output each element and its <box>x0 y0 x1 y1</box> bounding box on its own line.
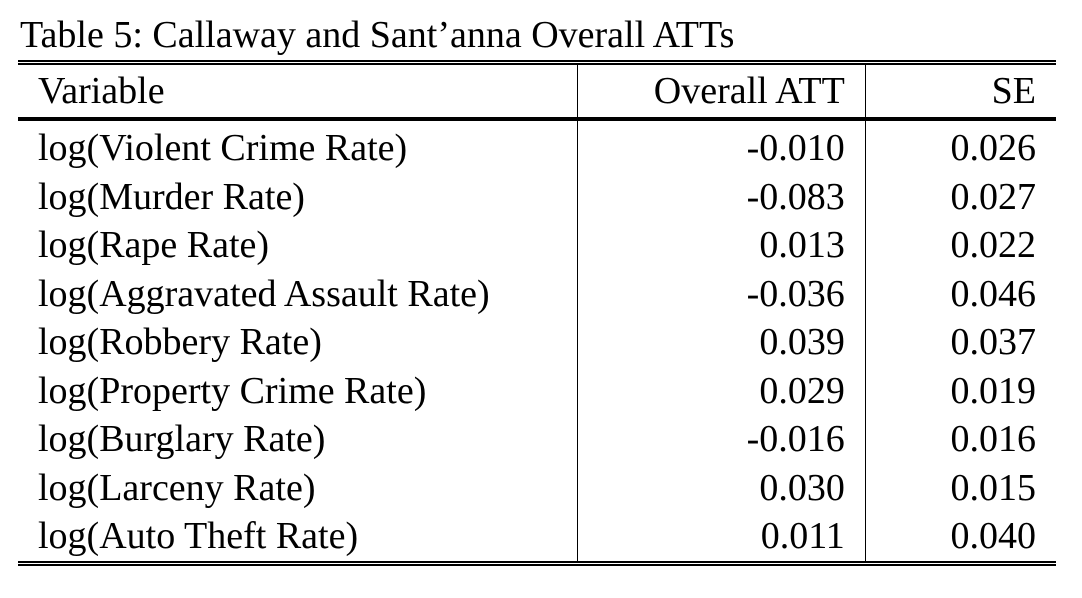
variable-cell: log(Murder Rate) <box>38 175 305 218</box>
table-row: log(Rape Rate) 0.013 0.022 <box>18 221 1056 270</box>
variable-cell: log(Aggravated Assault Rate) <box>38 272 490 315</box>
att-cell: 0.029 <box>576 366 866 415</box>
table-caption: Table 5: Callaway and Sant’anna Overall … <box>20 14 735 56</box>
column-header-overall-att: Overall ATT <box>576 62 866 121</box>
se-cell: 0.046 <box>864 269 1056 318</box>
table-row: log(Murder Rate) -0.083 0.027 <box>18 172 1056 221</box>
att-cell: 0.039 <box>576 318 866 367</box>
column-header-variable: Variable <box>18 62 578 121</box>
att-cell: 0.011 <box>576 512 866 563</box>
variable-cell: log(Larceny Rate) <box>38 466 316 509</box>
table-row: log(Property Crime Rate) 0.029 0.019 <box>18 366 1056 415</box>
table-row: log(Auto Theft Rate) 0.011 0.040 <box>18 512 1056 563</box>
variable-cell: log(Violent Crime Rate) <box>38 127 408 169</box>
table-row: log(Larceny Rate) 0.030 0.015 <box>18 463 1056 512</box>
att-cell: -0.010 <box>576 119 866 173</box>
se-cell: 0.040 <box>864 512 1056 563</box>
column-header-se: SE <box>864 62 1056 121</box>
results-table: Variable Overall ATT SE log(Violent Crim… <box>18 60 1056 566</box>
se-cell: 0.022 <box>864 221 1056 270</box>
att-cell: 0.030 <box>576 463 866 512</box>
se-cell: 0.027 <box>864 172 1056 221</box>
variable-cell: log(Rape Rate) <box>38 224 270 266</box>
variable-cell: log(Auto Theft Rate) <box>38 515 359 557</box>
table-row: log(Aggravated Assault Rate) -0.036 0.04… <box>18 269 1056 318</box>
variable-cell: log(Property Crime Rate) <box>38 369 427 412</box>
se-cell: 0.015 <box>864 463 1056 512</box>
se-cell: 0.037 <box>864 318 1056 367</box>
att-cell: -0.036 <box>576 269 866 318</box>
att-cell: -0.083 <box>576 172 866 221</box>
se-cell: 0.026 <box>864 119 1056 173</box>
variable-cell: log(Robbery Rate) <box>38 321 322 363</box>
table-row: log(Violent Crime Rate) -0.010 0.026 <box>18 119 1056 173</box>
table-row: log(Burglary Rate) -0.016 0.016 <box>18 415 1056 464</box>
se-cell: 0.019 <box>864 366 1056 415</box>
table-row: log(Robbery Rate) 0.039 0.037 <box>18 318 1056 367</box>
variable-cell: log(Burglary Rate) <box>38 418 326 460</box>
header-row: Variable Overall ATT SE <box>18 62 1056 121</box>
att-cell: -0.016 <box>576 415 866 464</box>
att-cell: 0.013 <box>576 221 866 270</box>
se-cell: 0.016 <box>864 415 1056 464</box>
